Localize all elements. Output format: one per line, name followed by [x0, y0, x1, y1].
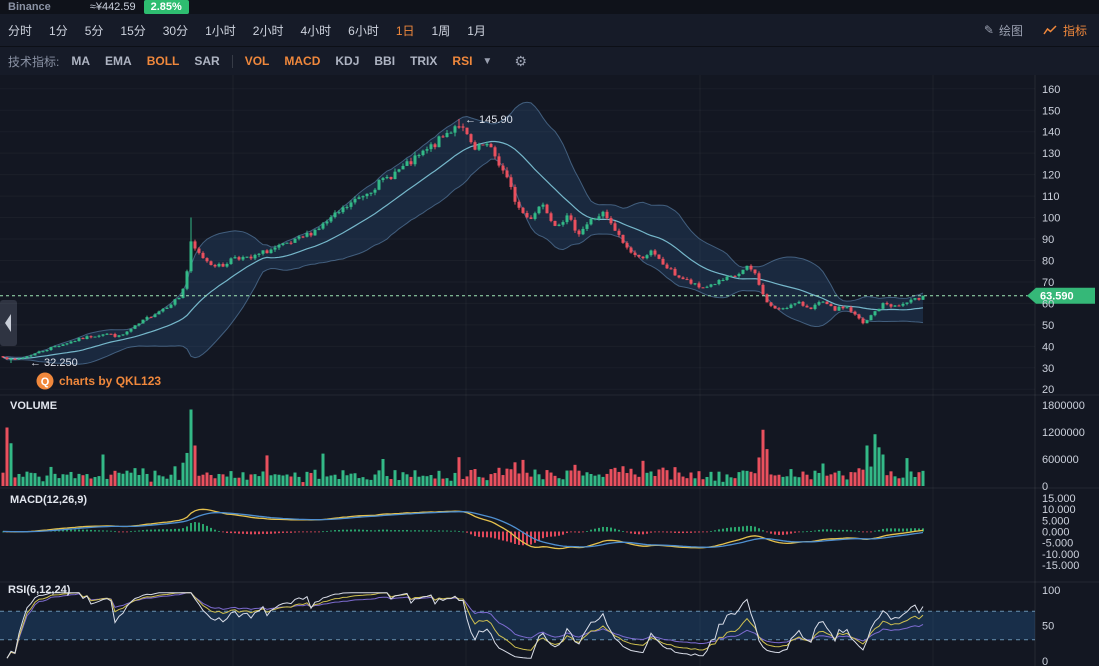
indicator-bar-label: 技术指标: [8, 54, 60, 69]
svg-text:130: 130 [1042, 148, 1060, 160]
interval-tab-10[interactable]: 1周 [431, 23, 451, 38]
svg-text:20: 20 [1042, 384, 1054, 396]
indicator-item-bbi[interactable]: BBI [374, 54, 396, 68]
left-arrow-icon [5, 314, 11, 332]
svg-text:100: 100 [1042, 213, 1060, 225]
interval-tab-11[interactable]: 1月 [467, 23, 486, 38]
svg-text:50: 50 [1042, 320, 1054, 332]
svg-text:30: 30 [1042, 363, 1054, 375]
candles-layer [1, 119, 925, 363]
indicator-tool-label: 指标 [1062, 23, 1087, 38]
last-price-line: 63.590 [0, 287, 1095, 304]
ticker-bar: Binance ≈¥442.59 2.85% [0, 0, 1099, 14]
indicator-item-macd[interactable]: MACD [284, 54, 321, 68]
volume-layer [1, 409, 925, 486]
interval-tab-8[interactable]: 6小时 [348, 23, 379, 38]
rsi-panel-label: RSI(6,12,24) [8, 584, 71, 596]
svg-text:-5.000: -5.000 [1042, 538, 1073, 550]
change-badge: 2.85% [143, 0, 189, 14]
chart-tools: ✎ 绘图 指标 [984, 22, 1087, 39]
panel-labels: VOLUME MACD(12,26,9) RSI(6,12,24) [8, 400, 87, 596]
panel-separators [0, 75, 1099, 666]
volume-panel-label: VOLUME [10, 400, 57, 412]
macd-layer [2, 508, 924, 550]
chart-area: 63.590 160 150 140 130 120 110 100 90 80 70 60 50 40 3… [0, 75, 1099, 666]
svg-text:1800000: 1800000 [1042, 400, 1085, 412]
indicator-sub-group: VOL MACD KDJ BBI TRIX RSI [245, 54, 473, 68]
svg-text:150: 150 [1042, 105, 1060, 117]
svg-text:160: 160 [1042, 84, 1060, 96]
svg-text:60: 60 [1042, 298, 1054, 310]
indicator-tool-button[interactable]: 指标 [1043, 22, 1087, 39]
interval-tab-6[interactable]: 2小时 [252, 23, 284, 38]
svg-text:-15.000: -15.000 [1042, 560, 1079, 572]
interval-tab-9[interactable]: 1日 [395, 23, 415, 38]
axis-labels: 160 150 140 130 120 110 100 90 80 70 60 50 40 30 20 180… [1042, 84, 1085, 666]
annotations-layer: ← 145.90 ← 32.250 [30, 114, 513, 369]
indicator-item-kdj[interactable]: KDJ [335, 54, 360, 68]
pan-left-handle[interactable] [0, 300, 17, 346]
indicator-item-sar[interactable]: SAR [194, 54, 220, 68]
chart-svg[interactable]: 63.590 160 150 140 130 120 110 100 90 80 70 60 50 40 3… [0, 75, 1099, 666]
svg-text:1200000: 1200000 [1042, 427, 1085, 439]
svg-text:0.000: 0.000 [1042, 527, 1070, 539]
grid-layer [232, 75, 934, 666]
interval-tab-7[interactable]: 4小时 [300, 23, 332, 38]
svg-text:600000: 600000 [1042, 454, 1079, 466]
svg-text:70: 70 [1042, 277, 1054, 289]
indicator-item-rsi[interactable]: RSI [452, 54, 473, 68]
watermark-text: charts by QKL123 [59, 374, 161, 388]
indicator-item-ma[interactable]: MA [71, 54, 91, 68]
interval-bar: 分时 1分 5分 15分 30分 1小时 2小时 4小时 6小时 1日 1周 1月 ✎ 绘图 指标 [0, 14, 1099, 47]
indicator-bar: 技术指标: MA EMA BOLL SAR VOL MACD KDJ BBI TRIX RSI … [0, 47, 1099, 75]
chevron-down-icon[interactable]: ▼ [482, 55, 493, 67]
svg-text:10.000: 10.000 [1042, 504, 1076, 516]
svg-text:110: 110 [1042, 191, 1060, 203]
svg-text:50: 50 [1042, 621, 1054, 633]
svg-text:40: 40 [1042, 341, 1054, 353]
indicator-item-ema[interactable]: EMA [105, 54, 132, 68]
indicator-item-boll[interactable]: BOLL [146, 54, 180, 68]
interval-tab-5[interactable]: 1小时 [205, 23, 236, 38]
svg-text:140: 140 [1042, 127, 1060, 139]
svg-text:15.000: 15.000 [1042, 493, 1076, 505]
interval-tab-3[interactable]: 15分 [120, 23, 146, 38]
interval-tab-0[interactable]: 分时 [8, 23, 33, 38]
indicator-divider [231, 54, 233, 68]
interval-tab-4[interactable]: 30分 [162, 23, 189, 38]
interval-tab-2[interactable]: 5分 [84, 23, 104, 38]
svg-text:90: 90 [1042, 234, 1054, 246]
indicator-item-trix[interactable]: TRIX [410, 54, 438, 68]
svg-text:Q: Q [41, 376, 50, 388]
indicator-main-group: MA EMA BOLL SAR [71, 54, 219, 68]
fiat-price: ≈¥442.59 [89, 1, 136, 13]
svg-text:0: 0 [1042, 481, 1048, 493]
interval-tabs-list: 分时 1分 5分 15分 30分 1小时 2小时 4小时 6小时 1日 1周 1月 [8, 22, 486, 39]
pencil-icon: ✎ [983, 23, 994, 37]
svg-text:100: 100 [1042, 585, 1060, 597]
line-chart-icon [1043, 25, 1057, 35]
low-annotation: ← 32.250 [30, 357, 78, 369]
qkl123-logo-icon [36, 372, 54, 390]
interval-tab-1[interactable]: 1分 [49, 23, 68, 38]
svg-text:-10.000: -10.000 [1042, 549, 1079, 561]
last-price-tag: 63.590 [1040, 291, 1074, 303]
svg-text:120: 120 [1042, 170, 1060, 182]
exchange-name[interactable]: Binance [8, 1, 51, 13]
draw-tool-button[interactable]: ✎ 绘图 [984, 22, 1023, 39]
svg-text:80: 80 [1042, 255, 1054, 267]
indicator-item-vol[interactable]: VOL [244, 54, 270, 68]
bollinger-layer [2, 101, 924, 365]
draw-tool-label: 绘图 [998, 23, 1023, 38]
settings-gear-icon[interactable]: ⚙ [514, 52, 527, 69]
svg-text:0: 0 [1042, 656, 1048, 666]
svg-text:5.000: 5.000 [1042, 515, 1070, 527]
macd-panel-label: MACD(12,26,9) [10, 494, 87, 506]
rsi-layer [6, 592, 924, 659]
high-annotation: ← 145.90 [465, 114, 513, 126]
